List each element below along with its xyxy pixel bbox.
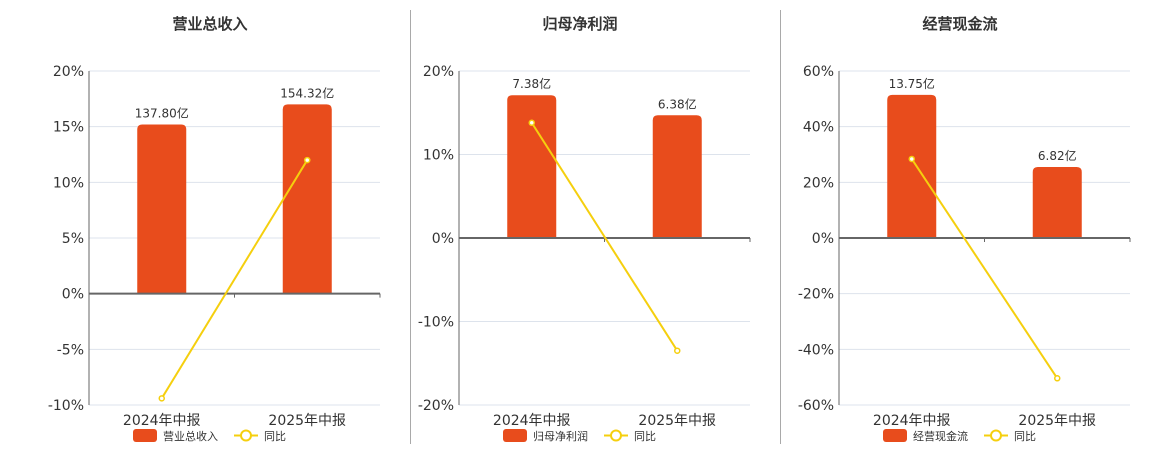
bar-2024[interactable] <box>137 124 187 294</box>
panel-divider-1 <box>410 10 411 444</box>
yoy-point[interactable] <box>304 156 311 164</box>
x-tick-label: 2024年中报 <box>873 413 951 429</box>
chart-svg: 经营现金流 60% 40% 20% 0% -20% -40% -60% 13.75亿 2024年中… <box>798 15 1131 443</box>
y-tick-label: 0% <box>812 231 834 247</box>
legend: 营业总收入 同比 <box>133 429 286 443</box>
y-tick-label: 0% <box>62 287 84 303</box>
chart-panel-revenue: 营业总收入 20% 15% 10% 5% 0% -5% -10% 137.80亿 2024年中报 1… <box>0 0 390 450</box>
bar-2025[interactable] <box>282 104 332 294</box>
y-tick-label: -40% <box>798 342 834 358</box>
x-tick-label: 2025年中报 <box>268 413 346 429</box>
bar-value-label: 7.38亿 <box>512 76 551 91</box>
yoy-point[interactable] <box>674 347 681 354</box>
y-tick-label: 15% <box>53 120 84 136</box>
y-tick-label: -20% <box>798 287 834 303</box>
legend-line-label[interactable]: 同比 <box>1014 430 1036 443</box>
yoy-line <box>910 158 1059 379</box>
y-tick-label: -60% <box>798 398 834 414</box>
legend-bar-swatch-icon <box>883 429 907 442</box>
legend-line-label[interactable]: 同比 <box>634 430 656 443</box>
y-tick-label: 0% <box>432 231 454 247</box>
legend: 归母净利润 同比 <box>503 429 656 443</box>
bar-2024[interactable] <box>887 94 937 238</box>
legend-line-marker-icon <box>610 429 622 442</box>
bar-value-label: 6.38亿 <box>658 96 697 111</box>
x-tick-label: 2024年中报 <box>493 413 571 429</box>
bar-2024[interactable] <box>507 95 557 238</box>
panel-divider-2 <box>780 10 781 444</box>
chart-svg: 归母净利润 20% 10% 0% -10% -20% 7.38亿 2024年中报 6.38亿 20… <box>418 15 751 443</box>
y-tick-label: -20% <box>418 398 454 414</box>
yoy-point[interactable] <box>1054 375 1061 382</box>
chart-title: 营业总收入 <box>172 15 247 33</box>
y-tick-label: -10% <box>48 398 84 414</box>
bar-value-label: 6.82亿 <box>1038 148 1077 163</box>
bar-value-label: 13.75亿 <box>889 76 935 91</box>
bar-value-label: 154.32亿 <box>280 85 334 100</box>
legend-bar-label[interactable]: 经营现金流 <box>913 429 968 443</box>
chart-svg: 营业总收入 20% 15% 10% 5% 0% -5% -10% 137.80亿 2024年中报 1… <box>48 15 381 443</box>
y-tick-label: 20% <box>53 64 84 80</box>
chart-title: 经营现金流 <box>922 15 997 33</box>
legend-line-marker-icon <box>240 429 252 442</box>
bar-value-label: 137.80亿 <box>135 105 189 120</box>
x-tick-label: 2025年中报 <box>1018 413 1096 429</box>
legend-bar-swatch-icon <box>133 429 157 442</box>
y-tick-label: 20% <box>423 64 454 80</box>
bar-2025[interactable] <box>1032 167 1082 238</box>
yoy-point[interactable] <box>158 395 165 402</box>
chart-panel-net-profit: 归母净利润 20% 10% 0% -10% -20% 7.38亿 2024年中报 6.38亿 20… <box>370 0 760 450</box>
yoy-point[interactable] <box>908 155 915 163</box>
bar-2025[interactable] <box>652 115 702 238</box>
y-tick-label: -10% <box>418 315 454 331</box>
yoy-line <box>530 122 679 352</box>
legend-line-marker-icon <box>990 429 1002 442</box>
legend-bar-label[interactable]: 归母净利润 <box>533 429 588 443</box>
legend: 经营现金流 同比 <box>883 429 1036 443</box>
y-tick-label: 20% <box>803 175 834 191</box>
legend-bar-swatch-icon <box>503 429 527 442</box>
y-tick-label: 10% <box>53 175 84 191</box>
yoy-point[interactable] <box>528 119 535 127</box>
x-tick-label: 2024年中报 <box>123 413 201 429</box>
chart-panel-operating-cashflow: 经营现金流 60% 40% 20% 0% -20% -40% -60% 13.75亿 2024年中… <box>750 0 1140 450</box>
legend-bar-label[interactable]: 营业总收入 <box>163 429 218 443</box>
y-tick-label: 40% <box>803 120 834 136</box>
y-tick-label: -5% <box>57 342 84 358</box>
y-tick-label: 10% <box>423 148 454 164</box>
yoy-line <box>160 159 309 399</box>
y-tick-label: 60% <box>803 64 834 80</box>
chart-title: 归母净利润 <box>542 15 617 33</box>
y-tick-label: 5% <box>62 231 84 247</box>
x-tick-label: 2025年中报 <box>638 413 716 429</box>
legend-line-label[interactable]: 同比 <box>264 430 286 443</box>
